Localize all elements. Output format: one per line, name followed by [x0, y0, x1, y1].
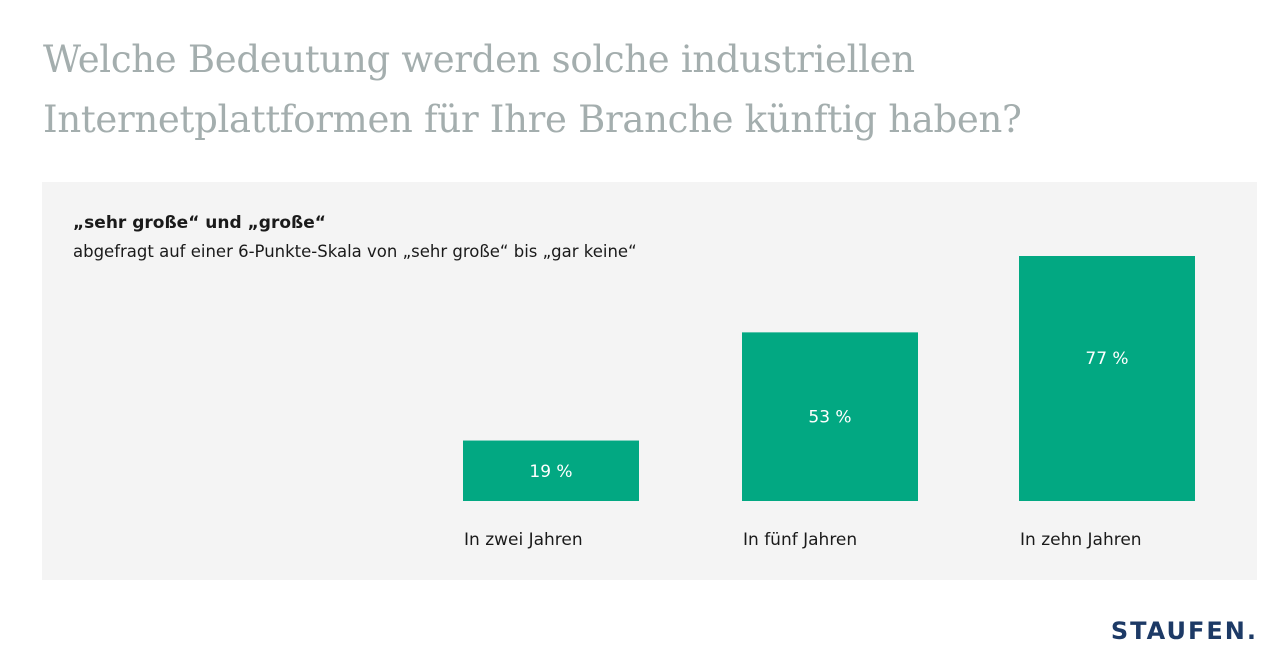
value-label-1: 19 %: [529, 462, 572, 482]
category-label-1: In zwei Jahren: [464, 530, 583, 550]
chart-note: abgefragt auf einer 6-Punkte-Skala von „…: [73, 242, 637, 261]
staufen-logo: STAUFEN.: [1110, 617, 1258, 645]
page-title: Welche Bedeutung werden solche industrie…: [43, 38, 1022, 141]
value-label-3: 77 %: [1085, 349, 1128, 369]
bar-3: [1019, 256, 1195, 501]
bar-1: [463, 440, 639, 501]
value-label-2: 53 %: [808, 408, 851, 428]
category-label-3: In zehn Jahren: [1020, 530, 1142, 550]
category-label-2: In fünf Jahren: [743, 530, 857, 550]
chart-subtitle: „sehr große“ und „große“: [73, 213, 326, 233]
bar-2: [742, 332, 918, 501]
